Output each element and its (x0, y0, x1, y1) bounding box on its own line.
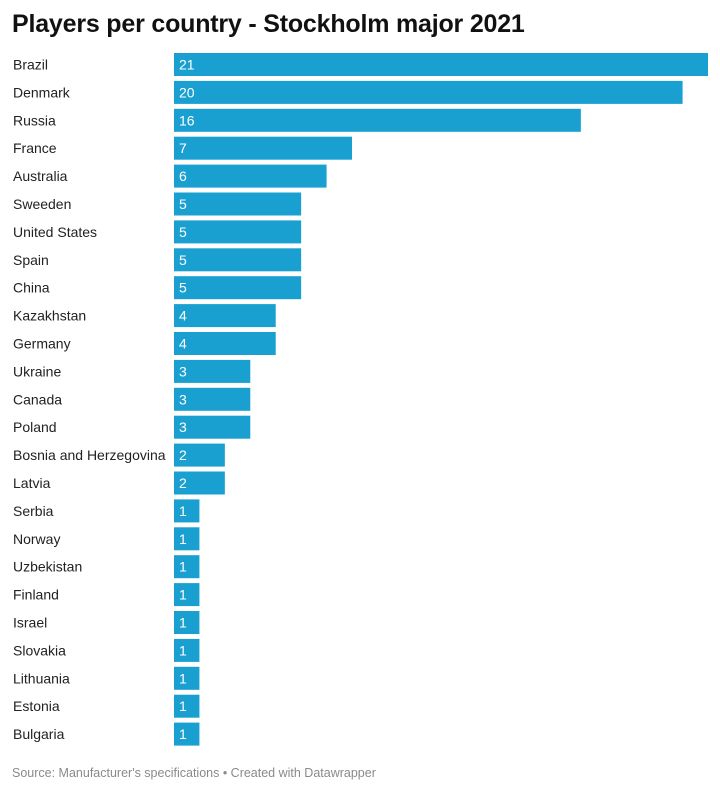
bar (174, 80, 683, 104)
category-label: Brazil (13, 57, 48, 73)
bar (174, 192, 302, 216)
value-label: 5 (179, 196, 187, 212)
bar (174, 108, 581, 132)
category-label: Ukraine (13, 363, 61, 379)
category-label: Serbia (13, 503, 54, 519)
bar (174, 471, 225, 495)
bar (174, 220, 302, 244)
category-label: Slovakia (13, 642, 66, 658)
bar (174, 164, 327, 188)
value-label: 5 (179, 224, 187, 240)
category-label: Kazakhstan (13, 308, 86, 324)
bar (174, 136, 352, 160)
category-label: China (13, 280, 50, 296)
category-label: Australia (13, 168, 68, 184)
chart-footer: Source: Manufacturer's specifications • … (12, 766, 376, 780)
value-label: 4 (179, 336, 187, 352)
value-label: 1 (179, 531, 187, 547)
bar (174, 722, 200, 746)
bar (174, 359, 251, 383)
category-label: Germany (13, 336, 71, 352)
bar (174, 415, 251, 439)
value-label: 1 (179, 559, 187, 575)
category-label: Canada (13, 391, 62, 407)
category-label: Israel (13, 615, 47, 631)
category-label: Bulgaria (13, 726, 65, 742)
value-label: 1 (179, 503, 187, 519)
bar (174, 583, 200, 607)
bar (174, 443, 225, 467)
value-label: 2 (179, 447, 187, 463)
value-label: 5 (179, 280, 187, 296)
bar (174, 611, 200, 634)
bar (174, 248, 302, 272)
value-label: 3 (179, 419, 187, 435)
value-label: 5 (179, 252, 187, 268)
bar (174, 527, 200, 551)
value-label: 20 (179, 84, 195, 100)
bar (174, 638, 200, 662)
category-label: Denmark (13, 84, 71, 100)
category-label: Bosnia and Herzegovina (13, 447, 166, 463)
value-label: 1 (179, 698, 187, 714)
bar (174, 555, 200, 579)
category-label: Norway (13, 531, 60, 547)
category-label: Spain (13, 252, 49, 268)
category-label: Sweeden (13, 196, 71, 212)
category-label: Finland (13, 587, 59, 603)
bar (174, 332, 276, 355)
value-label: 1 (179, 642, 187, 658)
bar (174, 499, 200, 523)
category-label: Lithuania (13, 670, 70, 686)
value-label: 1 (179, 587, 187, 603)
value-label: 21 (179, 57, 195, 73)
value-label: 6 (179, 168, 187, 184)
category-label: Russia (13, 112, 56, 128)
value-label: 7 (179, 140, 187, 156)
value-label: 3 (179, 391, 187, 407)
chart-title: Players per country - Stockholm major 20… (12, 10, 525, 38)
value-label: 16 (179, 112, 195, 128)
bar (174, 666, 200, 690)
value-label: 4 (179, 308, 187, 324)
value-label: 1 (179, 726, 187, 742)
category-label: United States (13, 224, 97, 240)
value-label: 3 (179, 363, 187, 379)
bar (174, 53, 708, 76)
category-label: Uzbekistan (13, 559, 82, 575)
category-label: France (13, 140, 57, 156)
value-label: 1 (179, 670, 187, 686)
category-label: Poland (13, 419, 57, 435)
value-label: 1 (179, 615, 187, 631)
bar (174, 694, 200, 718)
bar (174, 387, 251, 411)
value-label: 2 (179, 475, 187, 491)
bar (174, 304, 276, 328)
category-label: Latvia (13, 475, 51, 491)
category-label: Estonia (13, 698, 60, 714)
bar (174, 276, 302, 300)
